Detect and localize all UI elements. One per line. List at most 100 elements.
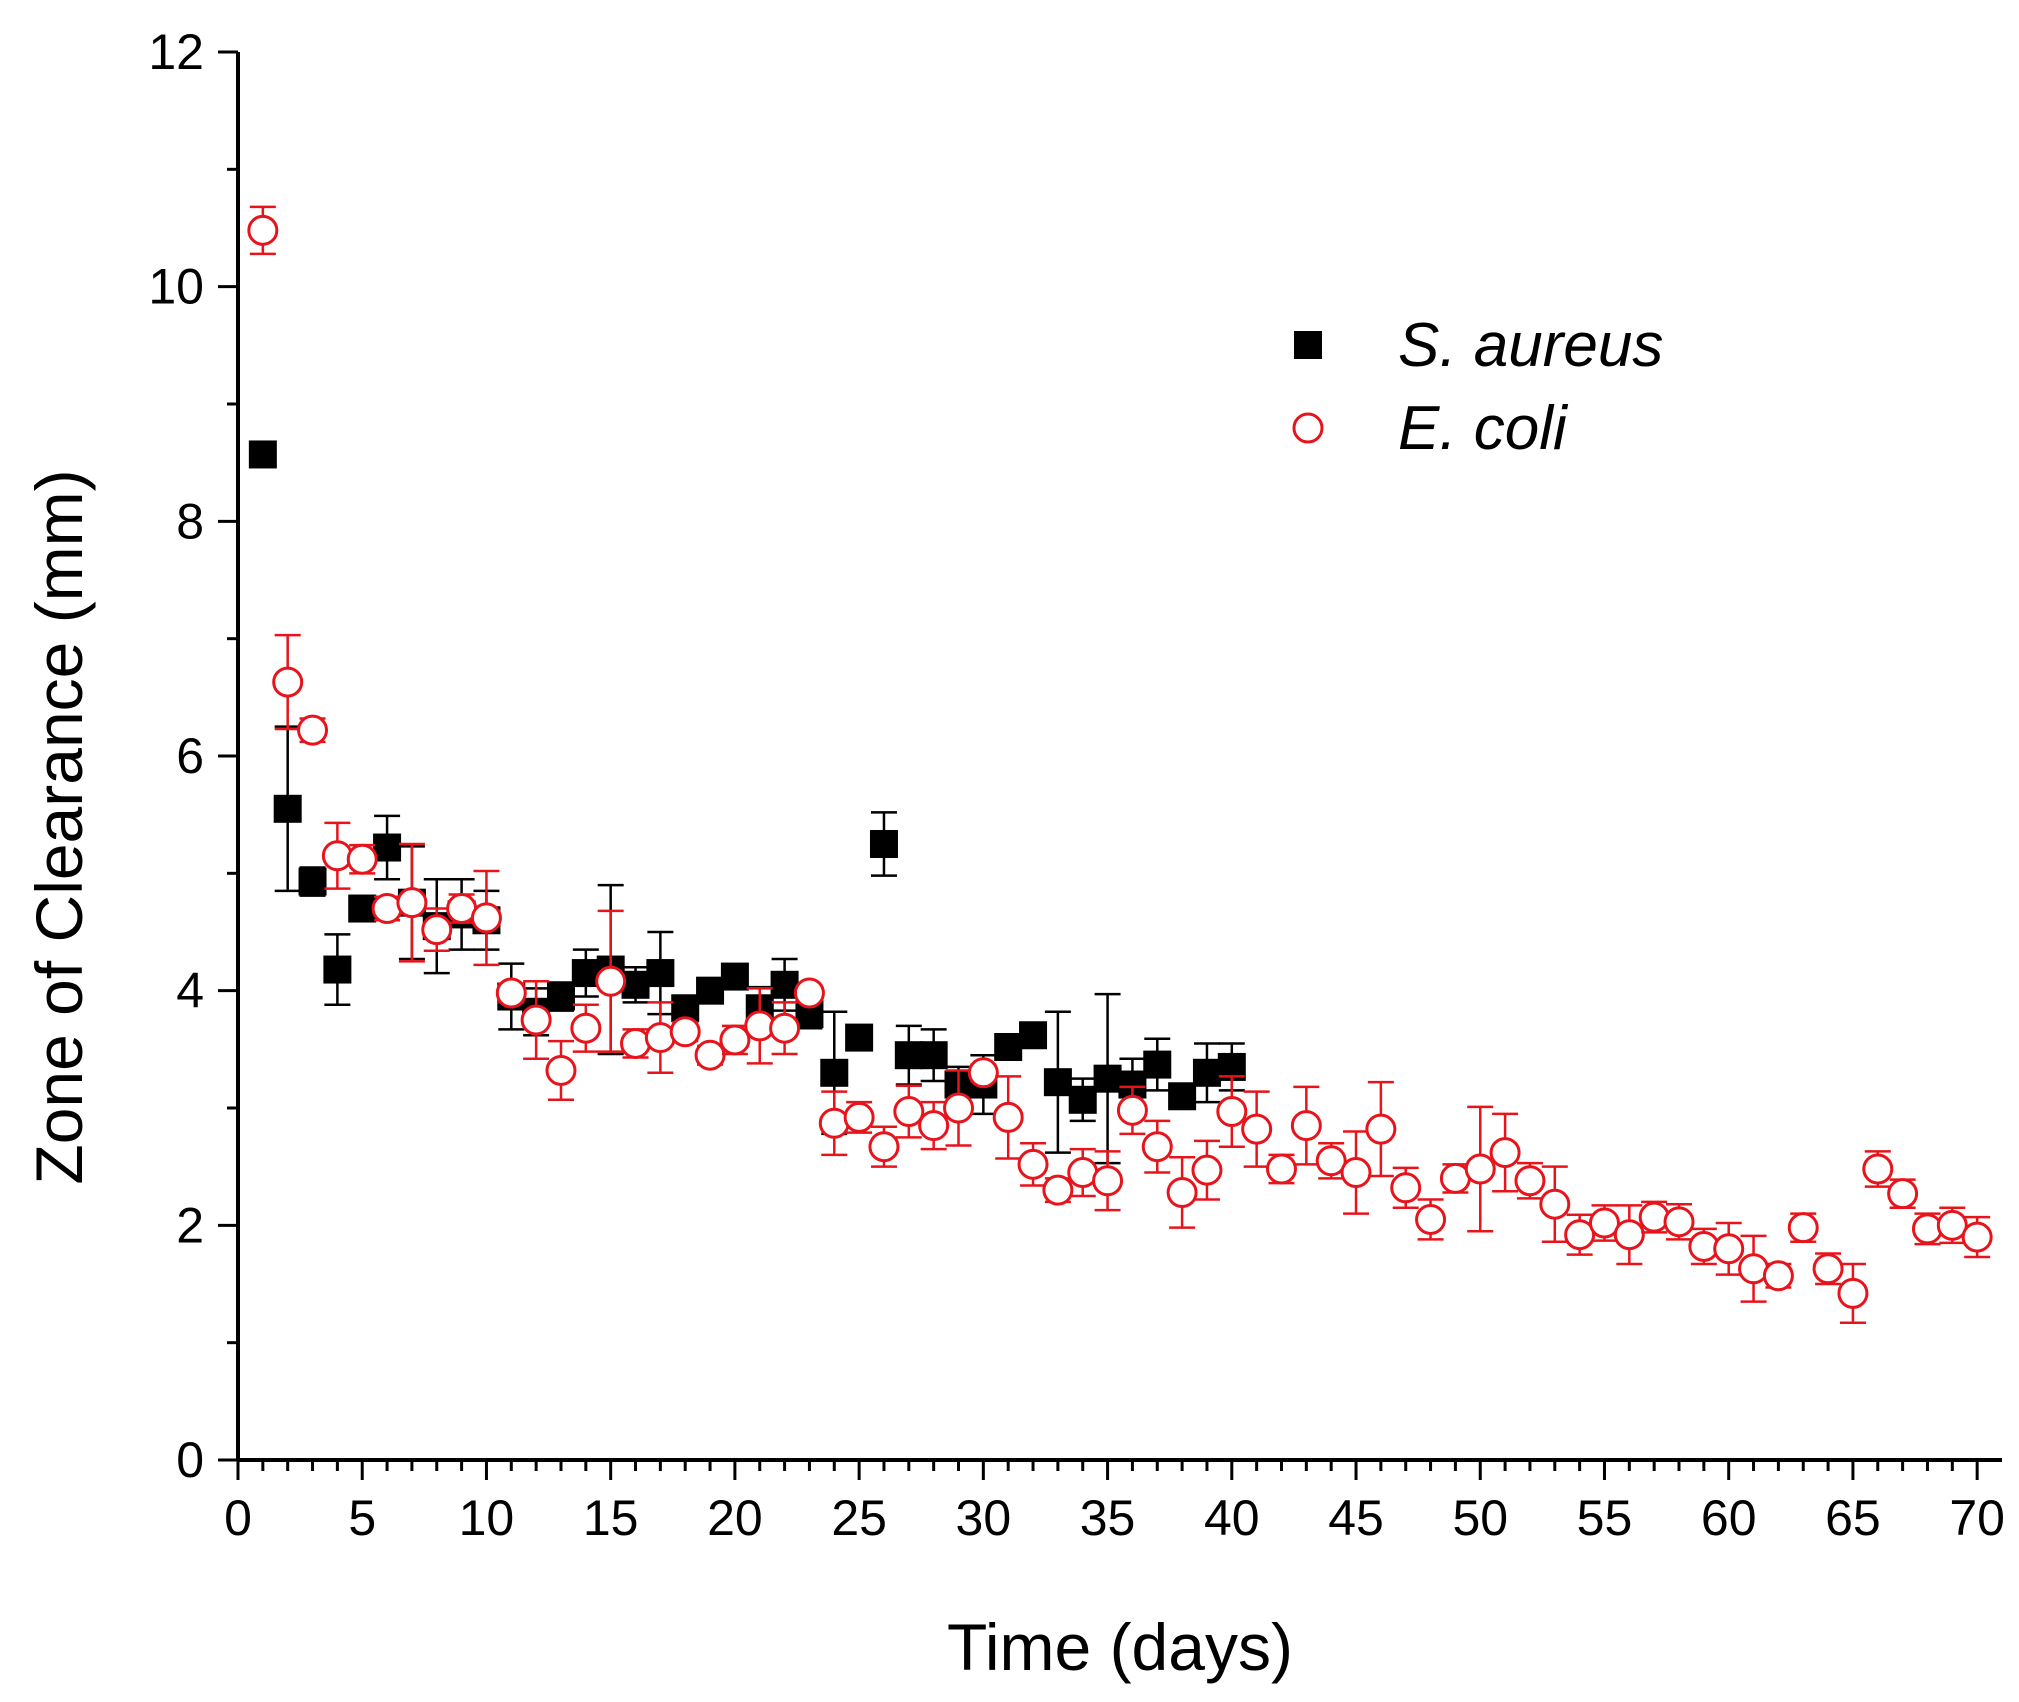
x-tick-label: 10	[459, 1490, 515, 1546]
x-tick-label: 20	[707, 1490, 763, 1546]
data-point-s-aureus	[1143, 1050, 1172, 1079]
data-point-e-coli	[346, 843, 378, 875]
x-tick-label: 5	[348, 1490, 376, 1546]
data-point-s-aureus	[720, 962, 749, 991]
x-tick-label: 40	[1204, 1490, 1260, 1546]
data-point-e-coli	[1638, 1201, 1670, 1233]
data-point-e-coli	[1787, 1212, 1819, 1244]
data-point-e-coli	[992, 1101, 1024, 1133]
data-point-e-coli	[793, 977, 825, 1009]
data-point-e-coli	[396, 887, 428, 919]
legend-marker-s-aureus	[1294, 331, 1322, 359]
data-point-e-coli	[1116, 1094, 1148, 1126]
data-point-e-coli	[1539, 1188, 1571, 1220]
x-tick-label: 0	[224, 1490, 252, 1546]
data-point-s-aureus	[323, 955, 352, 984]
data-point-s-aureus	[770, 970, 799, 999]
data-point-e-coli	[1191, 1154, 1223, 1186]
x-tick-label: 45	[1328, 1490, 1384, 1546]
data-point-e-coli	[297, 714, 329, 746]
data-point-s-aureus	[546, 982, 575, 1011]
data-point-e-coli	[1514, 1165, 1546, 1197]
data-point-e-coli	[1141, 1131, 1173, 1163]
data-point-s-aureus	[994, 1032, 1023, 1061]
data-point-s-aureus	[248, 440, 277, 469]
axes: 0 5 10 15 20 25 30 35 40 45 50 55 60 65 70 0 2 4 6 8 10 12	[148, 24, 2005, 1546]
data-point-s-aureus	[820, 1058, 849, 1087]
data-point-e-coli	[1613, 1219, 1645, 1251]
data-point-e-coli	[918, 1110, 950, 1142]
data-point-e-coli	[1216, 1096, 1248, 1128]
data-point-e-coli	[1489, 1137, 1521, 1169]
data-point-e-coli	[967, 1057, 999, 1089]
data-point-s-aureus	[1192, 1058, 1221, 1087]
x-tick-label: 15	[583, 1490, 639, 1546]
data-point-e-coli	[620, 1027, 652, 1059]
data-point-e-coli	[769, 1012, 801, 1044]
data-point-e-coli	[1390, 1172, 1422, 1204]
data-point-e-coli	[1415, 1203, 1447, 1235]
data-point-s-aureus	[1019, 1021, 1048, 1050]
y-tick-label: 4	[176, 963, 204, 1019]
data-point-e-coli	[1564, 1219, 1596, 1251]
data-point-e-coli	[1588, 1207, 1620, 1239]
data-point-e-coli	[1713, 1233, 1745, 1265]
legend-marker-e-coli	[1292, 412, 1324, 444]
data-point-e-coli	[943, 1092, 975, 1124]
data-point-e-coli	[470, 902, 502, 934]
data-point-e-coli	[371, 893, 403, 925]
data-point-e-coli	[520, 1004, 552, 1036]
x-tick-label: 60	[1701, 1490, 1757, 1546]
data-point-e-coli	[1837, 1277, 1869, 1309]
data-point-s-aureus	[894, 1041, 923, 1070]
data-point-s-aureus	[845, 1023, 874, 1052]
data-point-e-coli	[1017, 1148, 1049, 1180]
data-point-e-coli	[1464, 1153, 1496, 1185]
data-point-e-coli	[1340, 1157, 1372, 1189]
data-point-e-coli	[1663, 1206, 1695, 1238]
data-point-e-coli	[1166, 1176, 1198, 1208]
data-point-e-coli	[545, 1054, 577, 1086]
data-point-e-coli	[247, 214, 279, 246]
y-axis-title: Zone of Clearance (mm)	[22, 469, 96, 1184]
x-axis-title: Time (days)	[947, 1610, 1293, 1684]
legend: S. aureus E. coli	[1292, 311, 1663, 463]
data-point-e-coli	[1887, 1178, 1919, 1210]
data-point-e-coli	[644, 1022, 676, 1054]
data-point-s-aureus	[1068, 1085, 1097, 1114]
x-tick-label: 70	[1949, 1490, 2005, 1546]
x-tick-label: 65	[1825, 1490, 1881, 1546]
data-point-s-aureus	[869, 830, 898, 858]
data-point-s-aureus	[646, 959, 675, 988]
data-point-e-coli	[1762, 1260, 1794, 1292]
x-tick-label: 30	[956, 1490, 1012, 1546]
data-point-e-coli	[1936, 1209, 1968, 1241]
x-tick-label: 25	[831, 1490, 887, 1546]
series-e-coli	[247, 205, 1993, 1324]
data-point-e-coli	[669, 1016, 701, 1048]
data-point-e-coli	[1812, 1253, 1844, 1285]
data-point-e-coli	[1961, 1221, 1993, 1253]
legend-label-s-aureus: S. aureus	[1398, 311, 1663, 380]
data-point-s-aureus	[373, 833, 402, 862]
data-point-s-aureus	[919, 1041, 948, 1070]
data-point-s-aureus	[696, 976, 725, 1005]
x-tick-label: 50	[1452, 1490, 1508, 1546]
data-point-e-coli	[570, 1012, 602, 1044]
legend-label-e-coli: E. coli	[1398, 394, 1569, 463]
data-point-e-coli	[495, 977, 527, 1009]
data-point-e-coli	[868, 1131, 900, 1163]
data-point-s-aureus	[1093, 1064, 1122, 1093]
data-point-e-coli	[1315, 1145, 1347, 1177]
data-point-e-coli	[1265, 1153, 1297, 1185]
y-tick-label: 0	[176, 1432, 204, 1488]
y-tick-label: 2	[176, 1197, 204, 1253]
x-tick-label: 55	[1577, 1490, 1633, 1546]
data-point-e-coli	[1365, 1113, 1397, 1145]
data-point-s-aureus	[1168, 1082, 1197, 1111]
x-tick-label: 35	[1080, 1490, 1136, 1546]
y-tick-label: 8	[176, 493, 204, 549]
data-point-e-coli	[843, 1101, 875, 1133]
data-point-s-aureus	[571, 959, 600, 988]
